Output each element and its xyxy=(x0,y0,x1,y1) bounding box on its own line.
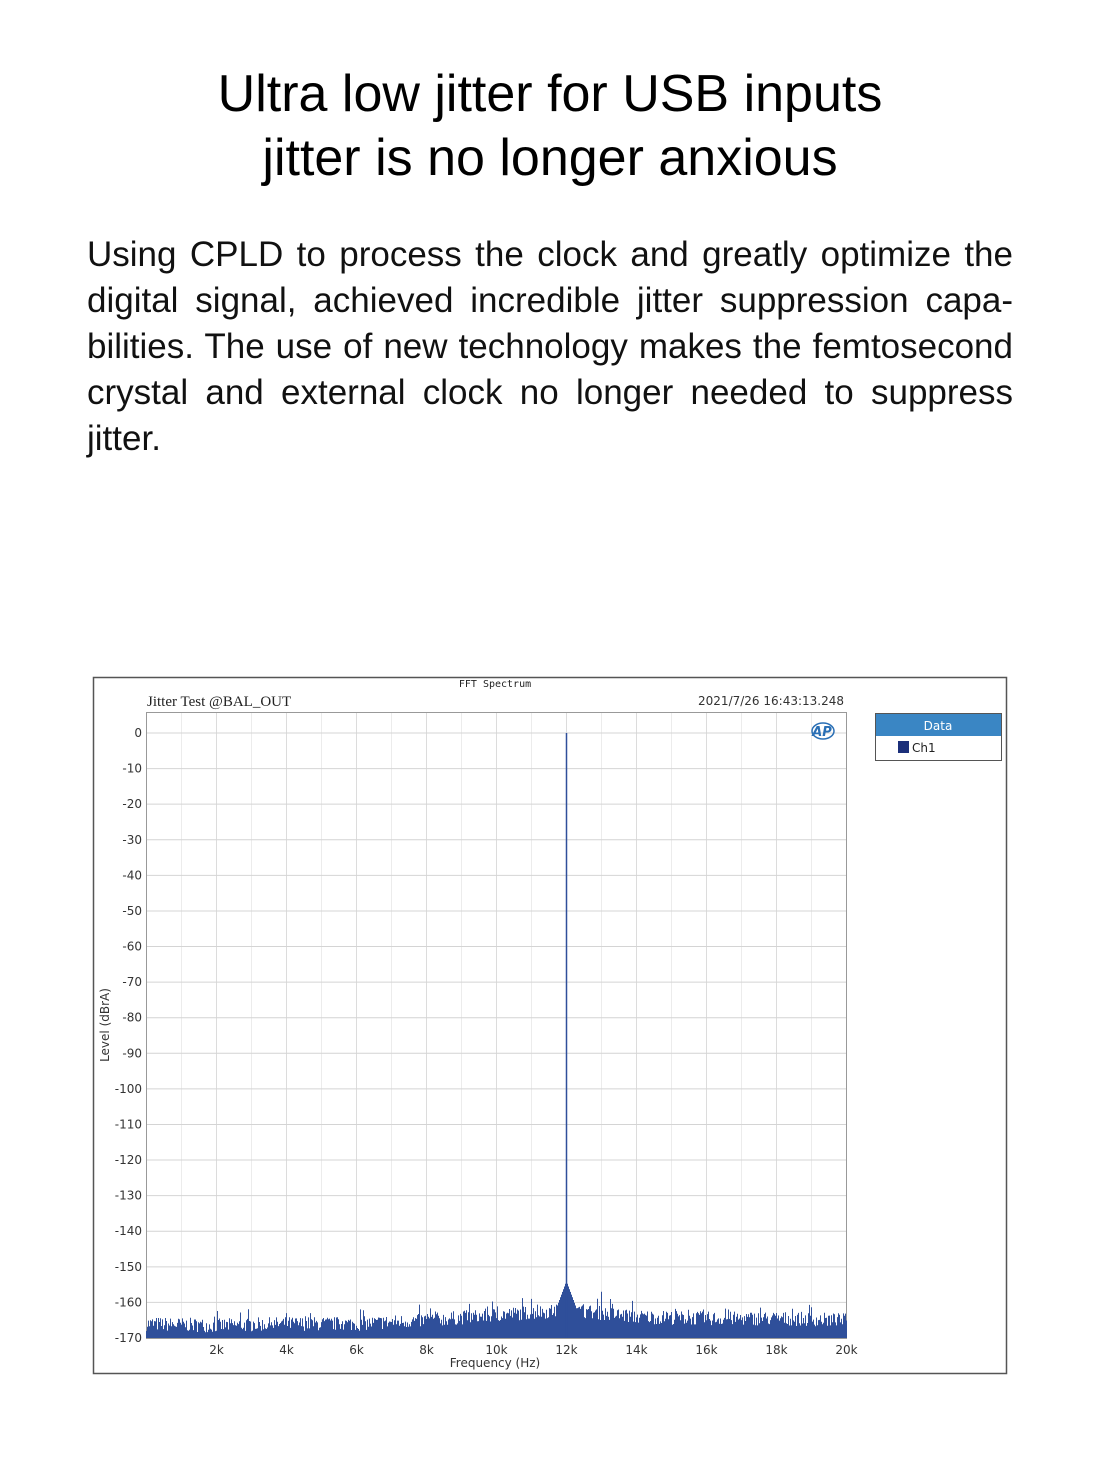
ap-logo: AP xyxy=(811,722,835,740)
x-tick-label: 18k xyxy=(765,1343,787,1357)
x-tick-label: 6k xyxy=(349,1343,364,1357)
y-tick-label: 0 xyxy=(134,726,142,740)
legend-swatch-ch1 xyxy=(898,741,909,753)
y-tick-label: -100 xyxy=(115,1082,142,1096)
chart-subtitle: Jitter Test @BAL_OUT xyxy=(147,694,291,710)
y-tick-label: -130 xyxy=(115,1189,142,1203)
series-ch1 xyxy=(146,733,847,1338)
y-tick-label: -80 xyxy=(122,1011,142,1025)
y-tick-label: -90 xyxy=(122,1046,142,1060)
y-tick-label: -160 xyxy=(115,1295,142,1309)
y-tick-label: -60 xyxy=(122,940,142,954)
ap-logo-text: AP xyxy=(811,725,832,740)
x-tick-label: 20k xyxy=(835,1343,857,1357)
plot-area xyxy=(146,712,847,1339)
x-axis-label: Frequency (Hz) xyxy=(450,1356,541,1370)
x-tick-label: 16k xyxy=(695,1343,717,1357)
chart-timestamp: 2021/7/26 16:43:13.248 xyxy=(698,694,844,708)
x-tick-label: 14k xyxy=(625,1343,647,1357)
y-tick-label: -140 xyxy=(115,1224,142,1238)
y-axis-ticks: 0 -10 -20 -30 -40 -50 -60 -70 -80 -90 -100 -110 -120… xyxy=(115,726,142,1345)
y-tick-label: -40 xyxy=(122,868,142,882)
y-tick-label: -50 xyxy=(122,904,142,918)
description-paragraph: Using CPLD to process the clock and grea… xyxy=(87,235,1013,458)
chart-frame xyxy=(92,676,1008,1375)
legend: Data Ch1 xyxy=(875,713,1002,761)
x-tick-label: 4k xyxy=(279,1343,294,1357)
x-tick-label: 8k xyxy=(419,1343,434,1357)
y-tick-label: -30 xyxy=(122,833,142,847)
page-heading: Ultra low jitter for USB inputs jitter i… xyxy=(0,62,1100,190)
grid xyxy=(146,712,847,1339)
heading-line-2: jitter is no longer anxious xyxy=(262,129,838,187)
spectrum-noise xyxy=(146,1281,847,1338)
y-axis-label: Level (dBrA) xyxy=(98,988,112,1062)
y-tick-label: -120 xyxy=(115,1153,142,1167)
y-tick-label: -150 xyxy=(115,1260,142,1274)
y-tick-label: -170 xyxy=(115,1331,142,1345)
x-tick-label: 10k xyxy=(485,1343,507,1357)
heading-line-1: Ultra low jitter for USB inputs xyxy=(217,65,883,123)
legend-title: Data xyxy=(924,719,953,733)
y-tick-label: -20 xyxy=(122,797,142,811)
x-axis-ticks: 2k 4k 6k 8k 10k 12k 14k 16k 18k 20k xyxy=(209,1343,857,1357)
y-tick-label: -70 xyxy=(122,975,142,989)
x-tick-label: 12k xyxy=(555,1343,577,1357)
legend-entry-ch1[interactable]: Ch1 xyxy=(912,741,936,755)
y-tick-label: -10 xyxy=(122,762,142,776)
y-tick-label: -110 xyxy=(115,1117,142,1131)
x-tick-label: 2k xyxy=(209,1343,224,1357)
chart-title: FFT Spectrum xyxy=(459,679,531,690)
